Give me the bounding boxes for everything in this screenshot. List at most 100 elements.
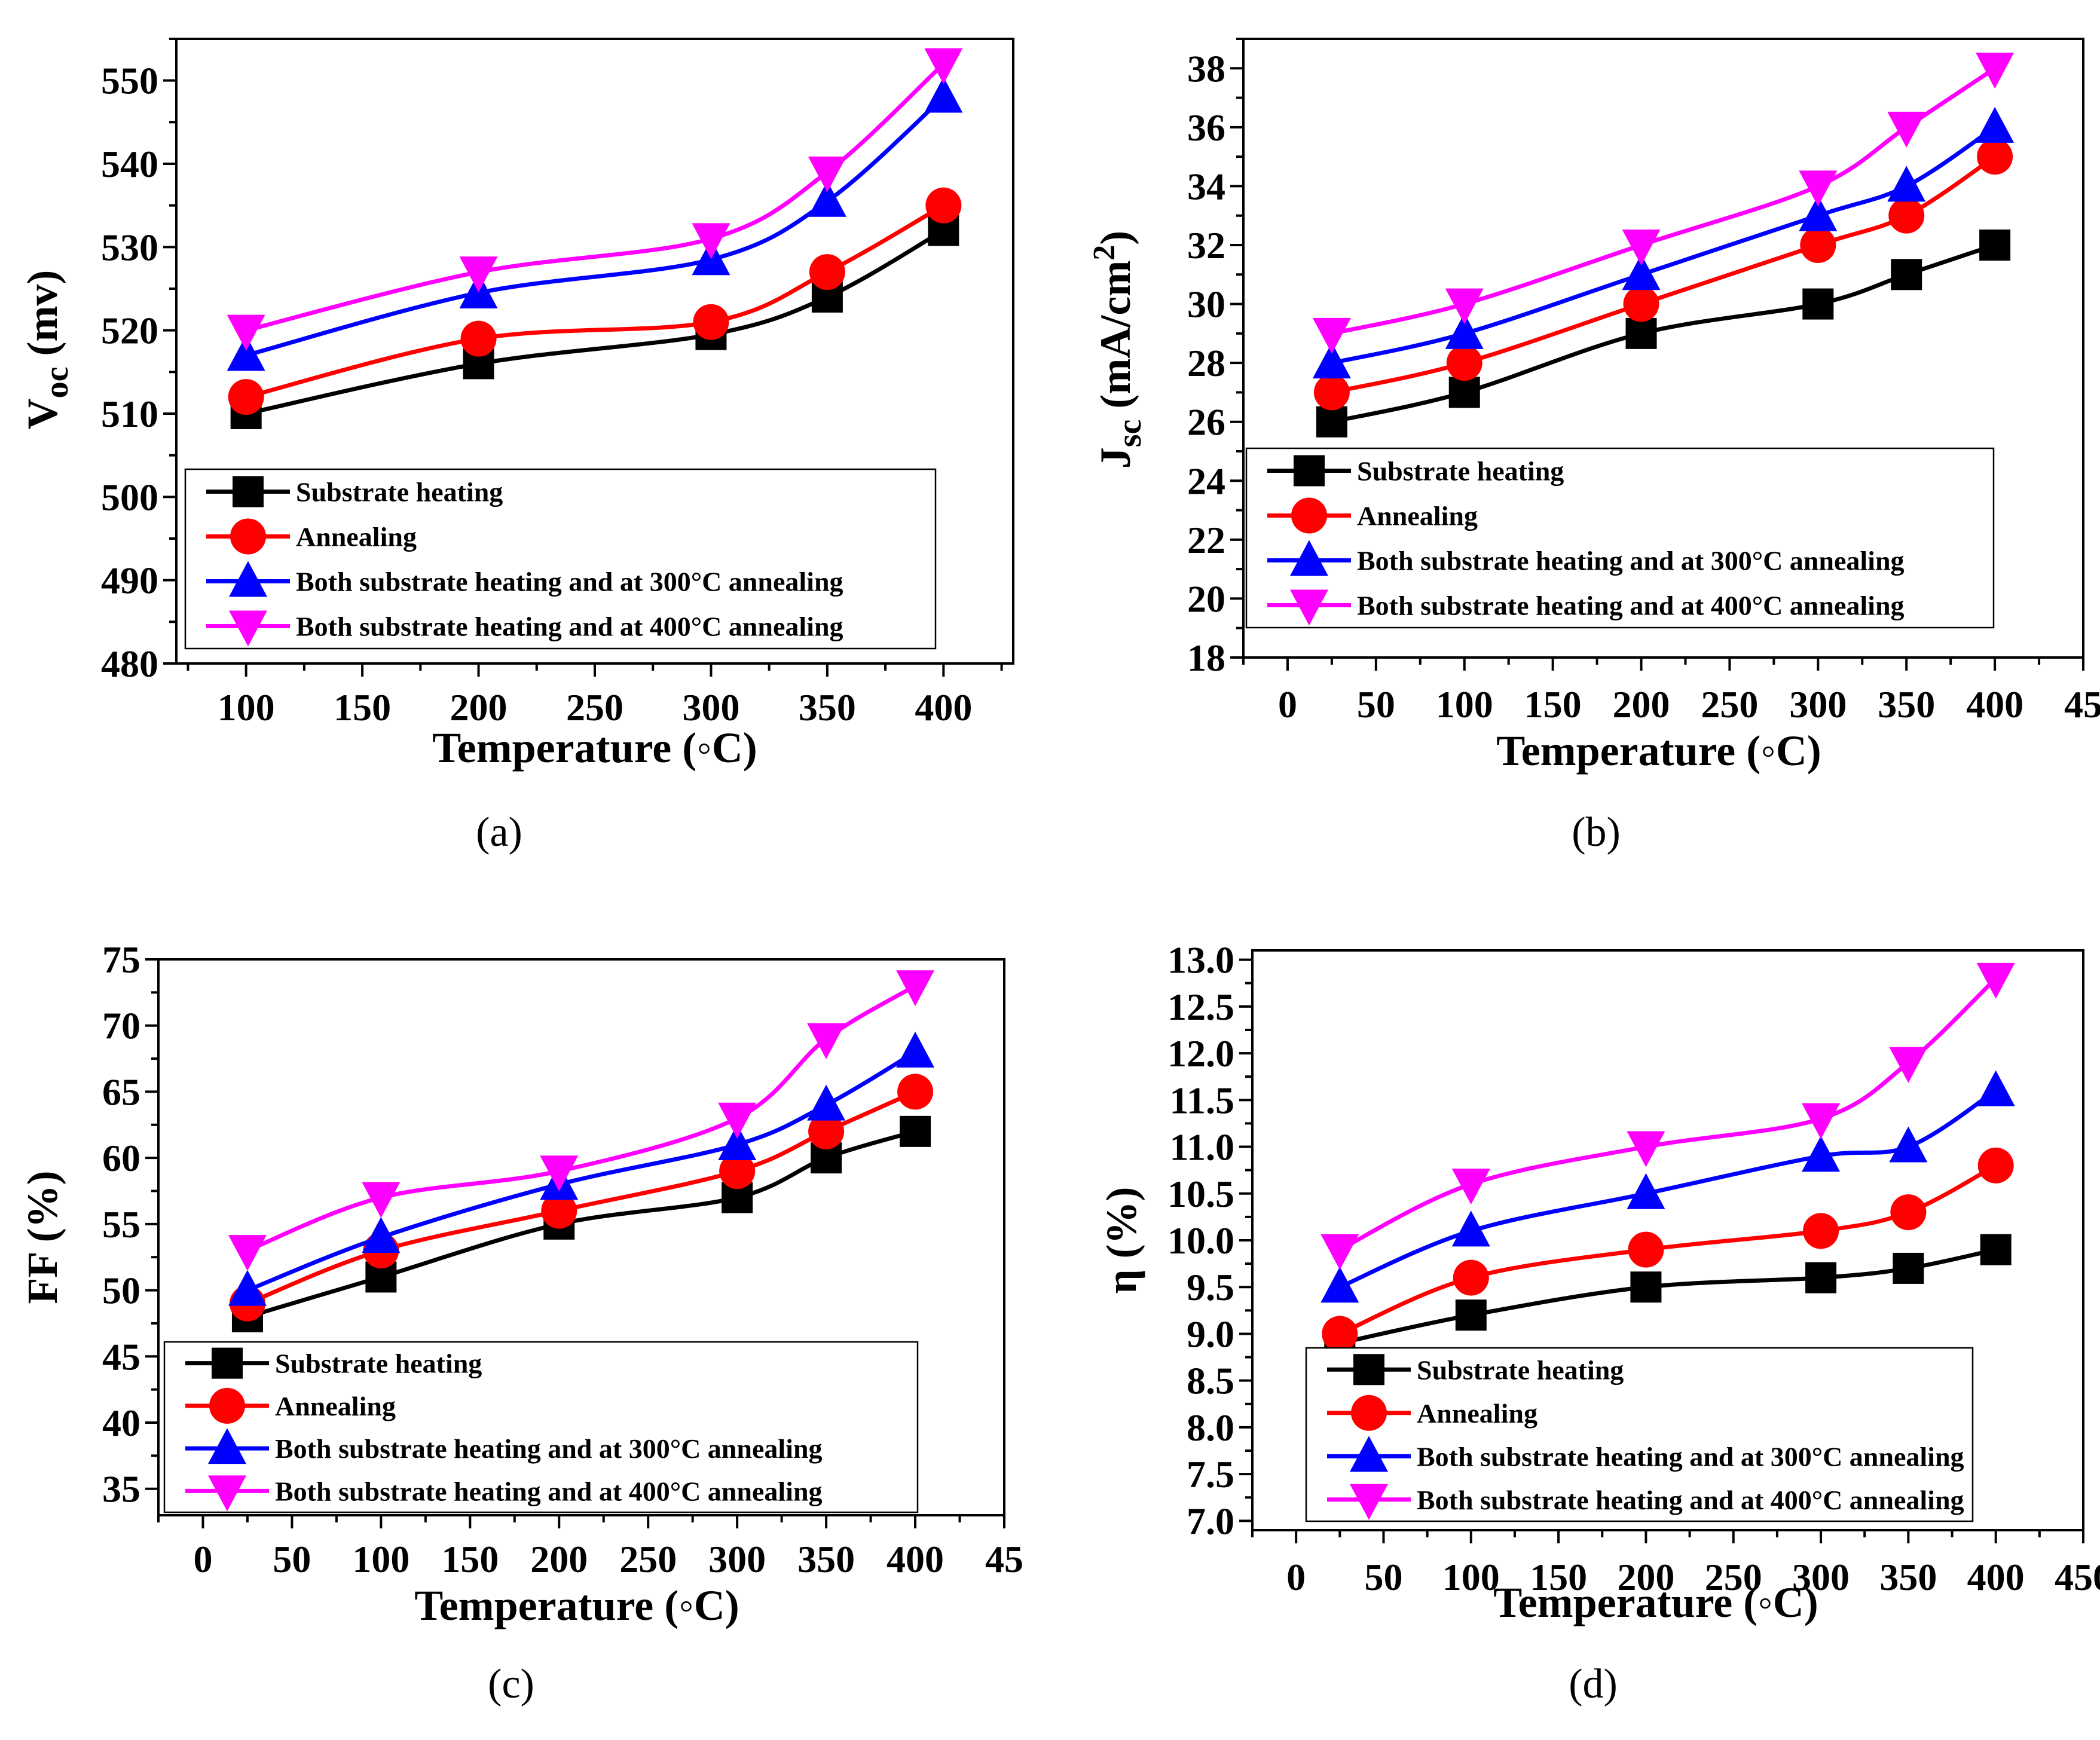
- x-tick-label: 350: [799, 686, 856, 729]
- data-point: [1622, 254, 1661, 290]
- y-tick-label: 12.5: [1167, 986, 1234, 1028]
- data-point: [1976, 53, 2015, 89]
- x-tick-label: 200: [1613, 683, 1670, 726]
- data-point: [1622, 230, 1661, 265]
- data-point: [1803, 1213, 1839, 1249]
- series-4: [228, 970, 935, 1271]
- y-tick-label: 7.5: [1187, 1453, 1234, 1496]
- x-tick-label: 300: [708, 1538, 766, 1580]
- data-point: [924, 77, 963, 113]
- data-point: [808, 156, 846, 192]
- y-tick-label: 10.5: [1167, 1173, 1234, 1215]
- data-point: [1799, 195, 1838, 231]
- data-point: [1891, 259, 1922, 290]
- data-point: [807, 1023, 846, 1059]
- panel-label: (b): [1572, 809, 1621, 855]
- data-point: [896, 1032, 935, 1068]
- data-point: [1802, 1136, 1841, 1172]
- x-tick-label: 150: [1530, 1556, 1587, 1598]
- chart-panel-c: 0 50 100 150 200 250 300 350 400 45 35 40 45 50 55 60 65…: [19, 938, 1023, 1707]
- x-tick-label: 300: [1789, 683, 1847, 726]
- data-point: [897, 1074, 934, 1110]
- x-tick-label: 150: [1524, 683, 1582, 726]
- data-point: [1889, 1126, 1928, 1163]
- x-tick-label: 50: [1357, 683, 1395, 726]
- y-tick-label: 8.5: [1187, 1360, 1234, 1402]
- x-tick-label: 100: [1436, 683, 1493, 726]
- legend-marker: [233, 476, 264, 507]
- legend-box: [1305, 1347, 1974, 1522]
- y-tick-label: 510: [101, 393, 158, 435]
- legend-marker: [1353, 1354, 1384, 1386]
- series-4: [227, 48, 963, 351]
- data-point: [228, 1235, 267, 1271]
- y-tick-label: 65: [102, 1071, 140, 1113]
- data-point: [1451, 1210, 1490, 1247]
- legend-entry: Both substrate heating and at 400°C anne…: [1357, 591, 1905, 621]
- y-tick-label: 60: [102, 1137, 140, 1179]
- legend-marker: [208, 1428, 246, 1464]
- data-point: [541, 1192, 577, 1229]
- data-point: [692, 223, 730, 259]
- legend-entry: Both substrate heating and at 300°C anne…: [1417, 1441, 1964, 1472]
- data-point: [1453, 1259, 1489, 1296]
- legend-marker: [1291, 497, 1327, 534]
- x-tick-label: 350: [797, 1538, 855, 1580]
- data-point: [900, 1115, 931, 1147]
- y-tick-label: 50: [102, 1270, 140, 1312]
- legend: Substrate heating Annealing Both substrate…: [1305, 1347, 1974, 1522]
- panel-label: (a): [476, 809, 522, 855]
- x-tick-label: 0: [193, 1538, 212, 1580]
- panel-label: (d): [1569, 1661, 1618, 1707]
- y-tick-label: 20: [1187, 577, 1225, 620]
- data-point: [1979, 230, 2011, 261]
- data-point: [1802, 288, 1834, 320]
- data-point: [362, 1182, 401, 1218]
- data-point: [1893, 1252, 1924, 1284]
- data-point: [1627, 1173, 1665, 1209]
- series-line: [245, 228, 945, 416]
- data-point: [718, 1102, 757, 1139]
- data-point: [1887, 166, 1926, 202]
- legend: Substrate heating Annealing Both substrate…: [1245, 447, 1995, 629]
- series-3: [1320, 1070, 2015, 1303]
- x-tick-label: 350: [1878, 683, 1935, 726]
- data-point: [1800, 227, 1836, 263]
- data-point: [1312, 317, 1351, 354]
- data-point: [896, 970, 935, 1007]
- x-tick-label: 200: [530, 1538, 588, 1580]
- y-tick-label: 11.0: [1170, 1126, 1234, 1169]
- data-point: [1887, 111, 1926, 148]
- data-point: [809, 254, 845, 290]
- legend-entry: Both substrate heating and at 400°C anne…: [296, 611, 843, 642]
- x-tick-label: 100: [352, 1538, 409, 1580]
- y-tick-label: 32: [1187, 224, 1225, 267]
- x-tick-label: 150: [334, 686, 391, 729]
- legend-marker: [1290, 540, 1328, 576]
- x-tick-label: 350: [1879, 1556, 1937, 1598]
- panel-label: (c): [488, 1661, 534, 1707]
- data-point: [924, 48, 963, 84]
- legend-entry: Substrate heating: [1417, 1354, 1624, 1385]
- series-line: [245, 62, 945, 333]
- series-2: [1322, 1147, 2014, 1352]
- x-tick-label: 250: [566, 686, 623, 729]
- legend-entry: Both substrate heating and at 400°C anne…: [275, 1476, 823, 1506]
- legend-marker: [229, 561, 267, 597]
- data-point: [1446, 345, 1482, 381]
- x-tick-label: 100: [1442, 1556, 1500, 1598]
- data-point: [1888, 197, 1925, 234]
- y-tick-label: 530: [101, 226, 158, 268]
- chart-panel-a: 100 150 200 250 300 350 400 480 490 500 510 520 530 5…: [19, 38, 1014, 855]
- series-1: [230, 215, 959, 429]
- data-point: [1320, 1234, 1359, 1270]
- y-tick-label: 22: [1187, 519, 1225, 561]
- x-axis-title: Temperature (◦C): [1493, 1579, 1818, 1626]
- y-tick-label: 75: [102, 938, 140, 981]
- data-point: [719, 1153, 756, 1189]
- x-tick-label: 250: [1705, 1556, 1762, 1598]
- x-tick-label: 300: [682, 686, 739, 729]
- legend-box: [163, 1341, 919, 1513]
- y-tick-label: 11.5: [1170, 1079, 1234, 1121]
